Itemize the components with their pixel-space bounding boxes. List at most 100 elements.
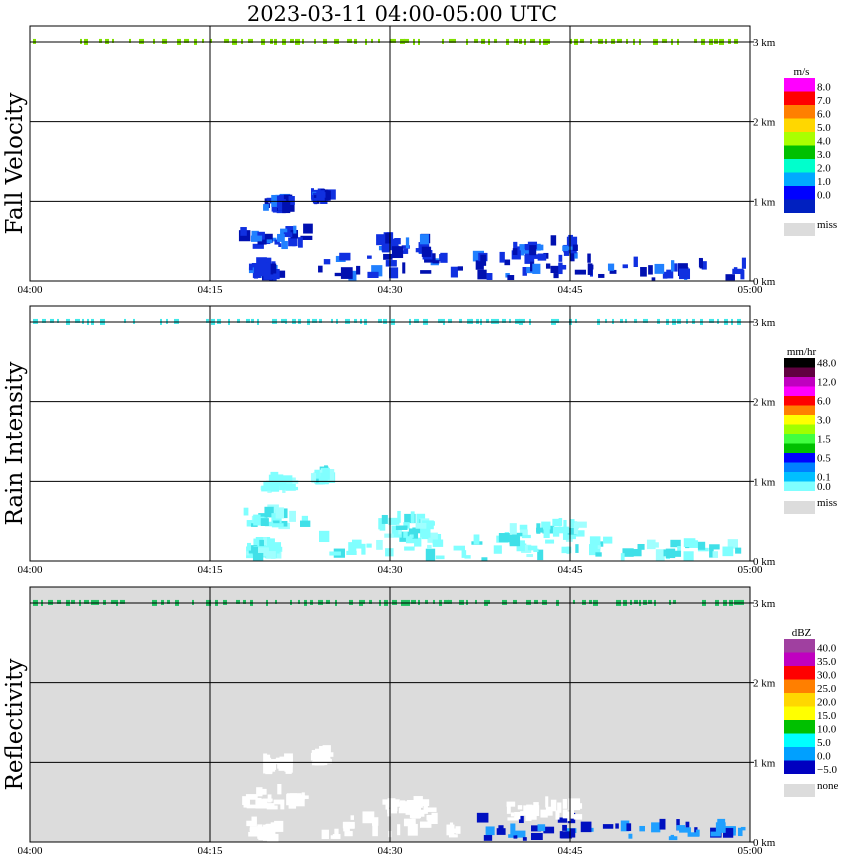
- legend-swatch: [784, 377, 815, 387]
- echo-cell: [372, 825, 378, 837]
- plot-frame: [29, 586, 751, 843]
- echo-cell: [256, 787, 263, 797]
- echo-cell: [557, 817, 568, 823]
- echo-cell: [283, 194, 293, 206]
- echo-cell: [709, 544, 720, 550]
- legend-swatch: [784, 424, 815, 434]
- echo-cell: [251, 831, 256, 835]
- echo-cell: [622, 548, 634, 557]
- band-cell: [662, 38, 667, 43]
- echo-cell: [397, 824, 401, 836]
- echo-cell: [476, 812, 489, 823]
- band-cell: [523, 318, 525, 323]
- echo-cell: [419, 809, 425, 817]
- plot-frame: [29, 25, 751, 282]
- echo-cell: [580, 821, 592, 833]
- legend-unit: mm/hr: [787, 346, 817, 358]
- echo-cell: [426, 814, 435, 821]
- echo-cell: [513, 835, 518, 839]
- band-cell: [494, 38, 497, 43]
- echo-cell: [410, 534, 414, 538]
- legend-label: 10.0: [817, 724, 837, 736]
- echo-cell: [301, 515, 309, 524]
- band-cell: [573, 599, 575, 604]
- echo-cell: [666, 269, 674, 279]
- echo-cell: [512, 532, 523, 536]
- echo-cell: [419, 234, 429, 245]
- echo-cell: [266, 551, 276, 559]
- echo-cell: [609, 269, 617, 274]
- echo-cell: [427, 819, 435, 824]
- echo-cell: [646, 539, 656, 550]
- echo-cell: [257, 824, 263, 830]
- echo-cell: [603, 536, 613, 544]
- echo-cell: [329, 551, 341, 556]
- echo-cell: [385, 260, 397, 267]
- echo-layer: [238, 188, 746, 281]
- echo-cell: [403, 531, 408, 538]
- echo-cell: [284, 761, 291, 772]
- legend-unit: m/s: [794, 66, 810, 78]
- echo-cell: [404, 513, 416, 524]
- band-cell: [290, 38, 294, 43]
- band-cell: [224, 38, 229, 43]
- echo-cell: [559, 831, 563, 839]
- legend-label: 8.0: [817, 82, 831, 94]
- echo-cell: [575, 521, 587, 528]
- echo-cell: [648, 265, 653, 275]
- band-cell: [354, 318, 357, 323]
- echo-cell: [522, 250, 529, 254]
- legend-miss-label: miss: [817, 497, 837, 509]
- band-cell: [75, 318, 80, 323]
- legend-miss-label: none: [817, 780, 839, 792]
- echo-cell: [670, 834, 675, 839]
- echo-cell: [277, 202, 285, 211]
- band-cell: [404, 38, 409, 43]
- echo-cell: [541, 521, 551, 530]
- echo-cell: [361, 543, 366, 555]
- band-cell: [449, 38, 454, 43]
- echo-cell: [464, 555, 471, 559]
- echo-cell: [240, 227, 247, 236]
- echo-cell: [670, 260, 675, 272]
- band-cell: [617, 38, 622, 43]
- echo-cell: [248, 267, 254, 274]
- echo-cell: [292, 234, 298, 247]
- echo-cell: [499, 251, 505, 263]
- echo-cell: [298, 237, 303, 248]
- band-cell: [326, 599, 330, 604]
- echo-cell: [685, 821, 690, 830]
- echo-cell: [537, 549, 544, 561]
- echo-cell: [654, 263, 665, 274]
- echo-cell: [568, 234, 573, 247]
- echo-cell: [701, 261, 707, 270]
- echo-cell: [552, 518, 561, 527]
- legend-swatch: [784, 159, 815, 173]
- echo-cell: [403, 248, 409, 254]
- echo-cell: [403, 818, 416, 827]
- band-cell: [634, 318, 637, 323]
- echo-cell: [282, 508, 288, 519]
- echo-cell: [558, 254, 563, 262]
- echo-cell: [421, 246, 432, 257]
- echo-cell: [698, 257, 703, 268]
- echo-cell: [258, 262, 271, 275]
- echo-cell: [381, 514, 388, 524]
- legend-label: 3.0: [817, 415, 831, 427]
- echo-cell: [506, 801, 516, 807]
- echo-cell: [483, 835, 493, 841]
- band-cell: [556, 318, 559, 323]
- echo-cell: [266, 538, 275, 549]
- echo-cell: [545, 263, 551, 269]
- echo-cell: [420, 270, 432, 274]
- band-cell: [534, 599, 538, 604]
- legend-label: −5.0: [817, 764, 837, 776]
- legend-label: 6.0: [817, 396, 831, 408]
- echo-cell: [255, 799, 268, 809]
- band-cell: [210, 38, 212, 43]
- echo-cell: [709, 548, 714, 558]
- x-tick-label: 04:30: [377, 284, 403, 296]
- echo-cell: [545, 806, 553, 816]
- y-tick-label: 1 km: [753, 476, 776, 488]
- legend-swatch: [784, 78, 815, 92]
